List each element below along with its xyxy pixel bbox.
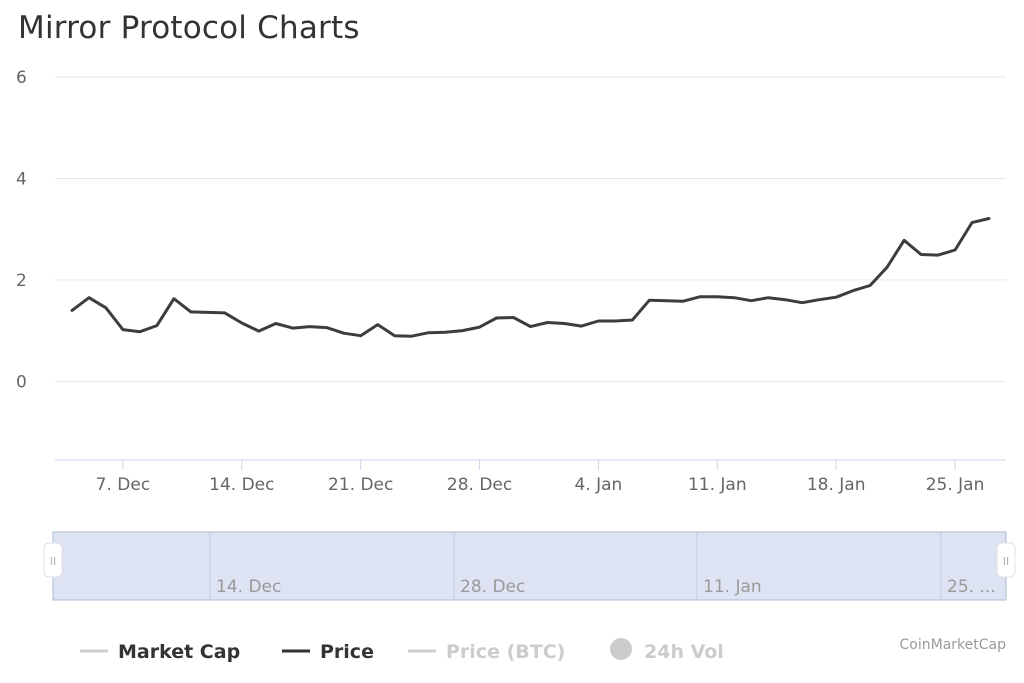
legend-label: 24h Vol — [644, 641, 724, 663]
legend-label: Market Cap — [118, 641, 240, 663]
x-tick-label: 18. Jan — [807, 475, 866, 495]
x-tick-label: 28. Dec — [447, 475, 512, 495]
y-tick-label: 6 — [16, 68, 27, 88]
handle-glyph: II — [50, 555, 57, 568]
navigator-tick-label: 11. Jan — [703, 577, 762, 597]
legend-label: Price (BTC) — [446, 641, 565, 663]
handle-grip[interactable] — [996, 542, 1016, 578]
handle-grip[interactable] — [43, 542, 63, 578]
grid-lines — [55, 76, 1006, 382]
navigator-tick-label: 28. Dec — [460, 577, 525, 597]
credits-link[interactable]: CoinMarketCap — [900, 637, 1007, 653]
y-axis: 0 2 4 6 — [16, 68, 27, 392]
legend: Market Cap Price Price (BTC) 24h Vol — [80, 638, 724, 663]
navigator[interactable]: 14. Dec 28. Dec 11. Jan 25. ... II II — [43, 531, 1016, 601]
x-tick-label: 14. Dec — [209, 475, 274, 495]
x-axis: 7. Dec 14. Dec 21. Dec 28. Dec 4. Jan 11. Jan… — [96, 460, 985, 495]
x-tick-label: 21. Dec — [328, 475, 393, 495]
page-title: Mirror Protocol Charts — [18, 10, 360, 46]
legend-symbol — [610, 638, 632, 660]
legend-item[interactable]: Market Cap — [80, 641, 240, 663]
x-tick-label: 11. Jan — [688, 475, 747, 495]
navigator-grid — [209, 532, 942, 600]
navigator-labels: 14. Dec 28. Dec 11. Jan 25. ... — [216, 577, 996, 597]
x-tick-label: 7. Dec — [96, 475, 151, 495]
navigator-handle-left[interactable]: II — [43, 542, 63, 578]
y-tick-label: 0 — [16, 372, 27, 392]
navigator-range[interactable] — [52, 531, 1007, 601]
legend-item[interactable]: Price (BTC) — [408, 641, 565, 663]
navigator-handle-right[interactable]: II — [996, 542, 1016, 578]
x-tick-label: 25. Jan — [926, 475, 985, 495]
navigator-tick-label: 14. Dec — [216, 577, 281, 597]
price-series-line[interactable] — [70, 217, 991, 338]
legend-item[interactable]: 24h Vol — [610, 638, 724, 663]
y-tick-label: 2 — [16, 271, 27, 291]
navigator-tick-label: 25. ... — [947, 577, 996, 597]
legend-label: Price — [320, 641, 374, 663]
y-tick-label: 4 — [16, 169, 27, 189]
handle-glyph: II — [1003, 555, 1010, 568]
x-tick-label: 4. Jan — [575, 475, 623, 495]
legend-item[interactable]: Price — [282, 641, 374, 663]
